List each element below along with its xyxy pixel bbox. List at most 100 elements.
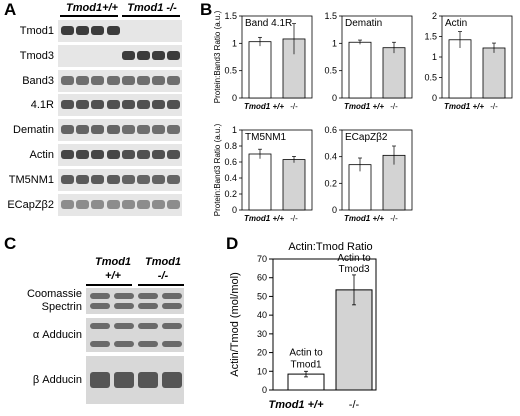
panel-d-annotation-tmod1: Actin to	[289, 347, 323, 358]
panel-b-y-tick-label: 1.5	[324, 11, 337, 21]
panel-c-band	[90, 323, 110, 329]
panel-b-y-axis-label: Protein:Band3 Ratio (a.u.)	[213, 10, 222, 103]
panel-c-band	[162, 303, 182, 309]
panel-a-row-label: Tmod1	[19, 25, 54, 37]
panel-b-chart-title: Band 4.1R	[245, 18, 292, 29]
panel-d-letter: D	[226, 234, 239, 253]
panel-b-y-tick-label: 1	[232, 125, 237, 135]
panel-b-y-tick-label: 0.6	[224, 157, 237, 167]
panel-b-y-tick-label: 0	[232, 93, 237, 103]
panel-a-band	[137, 50, 150, 60]
panel-c-header-wt-line2: +/+	[105, 270, 121, 282]
panel-a-band	[152, 50, 166, 60]
panel-a-band	[91, 199, 105, 209]
panel-b-y-tick-label: 0	[432, 93, 437, 103]
panel-b-y-tick-label: 0	[332, 205, 337, 215]
panel-b-bar	[248, 41, 272, 99]
panel-a-band	[167, 50, 181, 60]
panel-a-band	[61, 150, 74, 159]
panel-a-band	[106, 150, 120, 159]
panel-b-bar	[448, 39, 472, 99]
panel-d-y-tick-label: 50	[257, 291, 267, 301]
panel-a-band	[137, 125, 150, 135]
panel-a-band	[152, 75, 166, 85]
panel-d-bar	[335, 289, 373, 391]
panel-c-band	[114, 372, 134, 388]
panel-a-band	[76, 75, 90, 85]
panel-a-band	[76, 26, 90, 35]
panel-a-band	[167, 100, 181, 110]
panel-c-band	[138, 293, 158, 299]
panel-a-band	[121, 150, 135, 159]
panel-b-x-label-wt: Tmod1 +/+	[344, 102, 384, 111]
panel-d-y-tick-label: 40	[257, 310, 267, 320]
panel-b-y-tick-label: 1	[432, 52, 437, 62]
panel-d-y-tick-label: 30	[257, 329, 267, 339]
panel-c-header-ko-line1: Tmod1	[144, 256, 182, 268]
panel-c-band	[138, 341, 158, 347]
panel-b-y-tick-label: 0.5	[424, 73, 437, 83]
panel-a-band	[91, 125, 105, 135]
panel-a-band	[152, 125, 166, 135]
panel-b-y-tick-label: 0.5	[224, 66, 237, 76]
panel-d-x-label-ko: -/-	[349, 399, 360, 411]
panel-a-band	[106, 125, 120, 135]
panel-a-header-wt: Tmod1+/+	[66, 2, 118, 14]
panel-a-band	[121, 75, 135, 85]
panel-a-blot-strip	[58, 69, 182, 92]
panel-d-y-tick-label: 10	[257, 366, 267, 376]
panel-c-band	[90, 341, 110, 347]
panel-b-plot-frame	[341, 129, 413, 211]
panel-c-blot-strip	[86, 288, 184, 314]
panel-a-band	[91, 26, 105, 35]
panel-c-blot-strip	[86, 318, 184, 352]
panel-c-header-wt: Tmod1 +/+	[88, 255, 138, 283]
panel-a-row-label: Tmod3	[19, 49, 54, 62]
panel-a-band	[91, 150, 105, 159]
panel-b-y-tick-label: 2	[432, 11, 437, 21]
panel-a-band	[61, 75, 74, 85]
panel-b-chart-title: Actin	[445, 18, 467, 29]
panel-b-bar	[282, 159, 306, 211]
panel-a-blot-strip	[58, 94, 182, 117]
panel-a-band	[106, 174, 120, 184]
panel-a-band	[167, 125, 181, 135]
panel-c-header-line-ko	[138, 284, 184, 286]
panel-b-bar	[382, 47, 406, 99]
panel-c-header-ko-line2: -/-	[157, 270, 169, 282]
panel-a-band	[152, 174, 166, 184]
panel-b-y-axis-label: Protein:Band3 Ratio (a.u.)	[213, 123, 222, 216]
panel-c-header-line-wt	[86, 284, 132, 286]
panel-b-y-tick-label: 0.4	[324, 152, 337, 162]
panel-a-band	[137, 199, 150, 209]
panel-a-band	[106, 75, 120, 85]
panel-c-row-label-line1: Coomassie	[26, 288, 82, 300]
panel-a-band	[121, 174, 135, 184]
panel-a-band	[152, 100, 166, 110]
panel-b-y-tick-label: 0.2	[224, 189, 237, 199]
panel-c-band	[90, 372, 110, 388]
panel-a-band	[152, 150, 166, 159]
panel-a-blot-strip	[58, 144, 182, 166]
panel-b-plot-frame	[341, 15, 413, 99]
panel-a-band	[137, 100, 150, 110]
panel-a-band	[61, 174, 74, 184]
panel-c-row-label-line1: β Adducin	[32, 374, 82, 386]
panel-c-row-label-line1: α Adducin	[32, 329, 82, 341]
panel-c-band	[162, 323, 182, 329]
panel-b-x-label-wt: Tmod1 +/+	[244, 214, 284, 223]
panel-a-band	[137, 150, 150, 159]
panel-c-band	[90, 293, 110, 299]
panel-d-annotation-tmod3: Actin to	[337, 253, 371, 264]
panel-a-band	[106, 199, 120, 209]
panel-c-band	[138, 372, 158, 388]
panel-a-header-ko: Tmod1 -/-	[127, 2, 177, 14]
panel-c-blot-strip	[86, 356, 184, 404]
panel-b-letter: B	[200, 0, 213, 19]
panel-d-y-tick-label: 0	[262, 385, 267, 395]
panel-b-x-label-ko: -/-	[490, 102, 498, 111]
panel-a-blot-strip	[58, 20, 182, 42]
panel-b-y-tick-label: 0.8	[224, 141, 237, 151]
panel-d-y-axis-label: Actin/Tmod (mol/mol)	[229, 272, 241, 377]
panel-b-x-label-wt: Tmod1 +/+	[444, 102, 484, 111]
